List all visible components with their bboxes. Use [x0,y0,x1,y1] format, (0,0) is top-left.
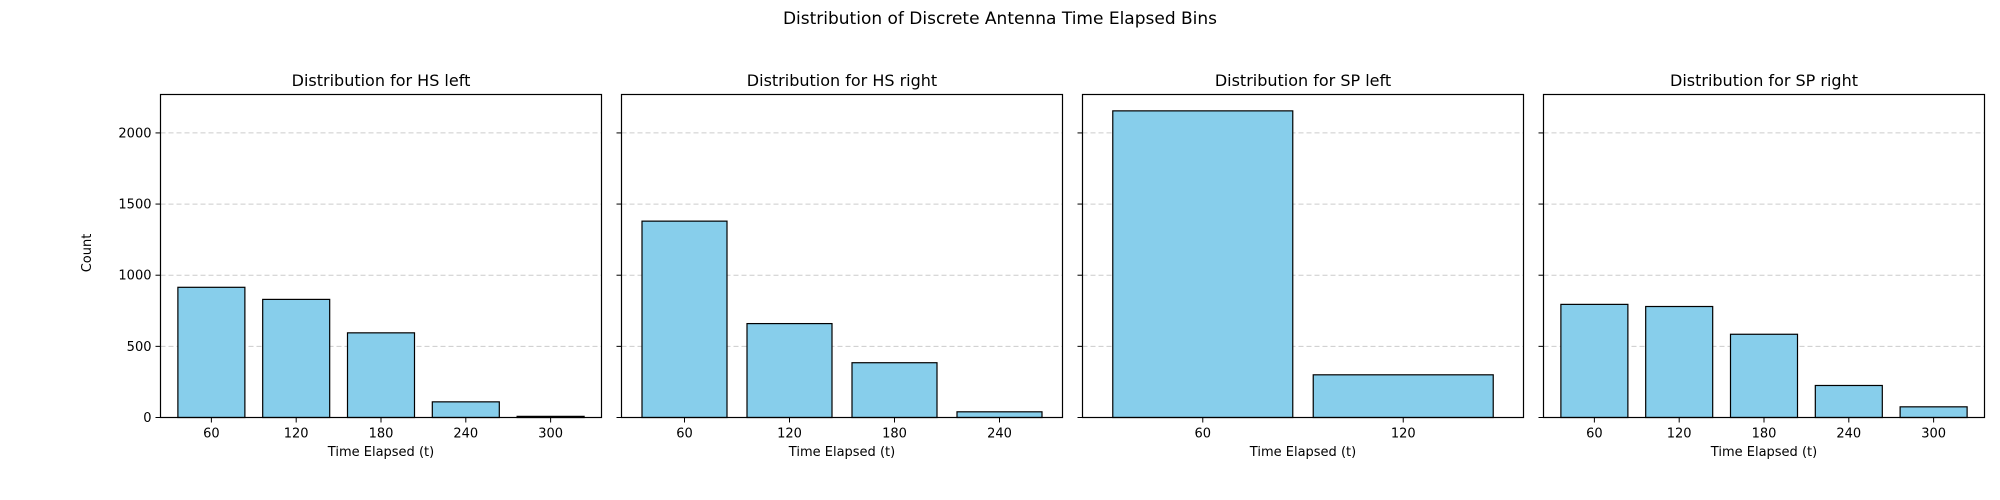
x-tick-label: 60 [1586,427,1603,442]
y-tick-label: 2000 [118,126,151,141]
axes-frame [1542,93,1986,419]
y-tick-label: 500 [127,340,152,355]
axes-frame [159,93,603,419]
bar [851,362,938,419]
x-tick-label: 120 [1391,427,1416,442]
axes-frame [1081,93,1525,419]
y-tick-label: 0 [143,411,151,426]
bar [956,411,1043,419]
x-tick-label: 180 [369,427,394,442]
axes-frame [620,93,1064,419]
y-axis-label: Count [80,234,95,273]
panel-title: Distribution for SP left [1215,71,1391,90]
x-tick-label: 240 [1836,427,1861,442]
bar [1560,303,1629,419]
x-tick-label: 120 [777,427,802,442]
panel-title: Distribution for SP right [1670,71,1858,90]
x-tick-label: 240 [987,427,1012,442]
x-tick-label: 180 [882,427,907,442]
bar [1312,374,1494,419]
x-tick-label: 300 [538,427,563,442]
bar [1899,406,1968,419]
bar [746,322,833,419]
panel-title: Distribution for HS right [747,71,937,90]
bar [1814,384,1883,419]
x-tick-label: 240 [453,427,478,442]
x-tick-label: 60 [1194,427,1211,442]
x-axis-label: Time Elapsed (t) [1249,445,1356,460]
x-tick-label: 120 [1667,427,1692,442]
x-tick-label: 300 [1921,427,1946,442]
x-tick-label: 120 [284,427,309,442]
bar [1729,333,1799,419]
x-axis-label: Time Elapsed (t) [327,445,434,460]
bar [641,220,728,419]
panel-title: Distribution for HS left [292,71,471,90]
x-tick-label: 180 [1752,427,1777,442]
figure-title: Distribution of Discrete Antenna Time El… [783,9,1217,29]
x-tick-label: 60 [203,427,220,442]
x-axis-label: Time Elapsed (t) [788,445,895,460]
bar [346,332,416,419]
bar [177,286,246,419]
bar [262,298,331,419]
bar [1112,110,1294,419]
x-tick-label: 60 [676,427,693,442]
x-axis-label: Time Elapsed (t) [1710,445,1817,460]
y-tick-label: 1000 [118,269,151,284]
y-tick-label: 1500 [118,198,151,213]
bar [1645,305,1714,419]
bar [431,401,500,419]
